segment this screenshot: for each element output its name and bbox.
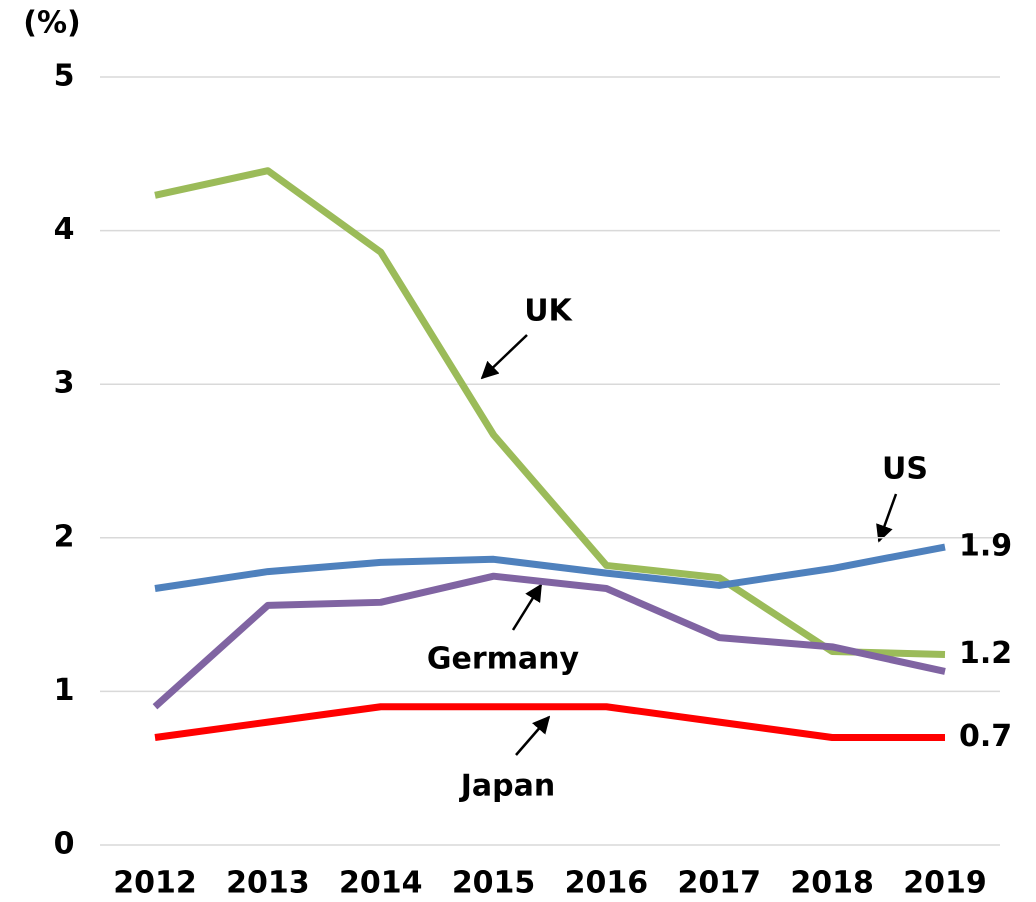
series-label: Germany: [427, 642, 580, 677]
y-tick-label: 3: [54, 366, 75, 401]
y-tick-label: 1: [54, 673, 75, 708]
arrow: [515, 715, 551, 756]
x-tick-label: 2017: [678, 866, 762, 901]
arrow: [511, 583, 543, 631]
y-tick-label: 5: [54, 59, 75, 94]
series-line: [152, 572, 946, 710]
x-tick-label: 2018: [790, 866, 874, 901]
x-tick-label: 2012: [113, 866, 197, 901]
series-label: US: [882, 452, 928, 487]
x-tick-label: 2013: [226, 866, 310, 901]
x-tick-label: 2016: [565, 866, 649, 901]
arrows: [480, 334, 898, 756]
data-label: 1.2: [959, 636, 1012, 671]
series-line: [154, 167, 946, 659]
series-label: UK: [524, 294, 573, 329]
arrow: [480, 334, 528, 380]
data-label: 0.7: [959, 719, 1012, 754]
data-label: 1.9: [959, 529, 1012, 564]
y-axis-label: (%): [23, 6, 80, 41]
series-line: [154, 703, 945, 741]
y-tick-label: 4: [54, 212, 75, 247]
series-line: [154, 543, 946, 592]
x-tick-label: 2015: [452, 866, 536, 901]
y-tick-label: 2: [54, 519, 75, 554]
arrow: [876, 493, 898, 543]
y-tick-label: 0: [54, 827, 75, 862]
series-label: Japan: [459, 769, 555, 804]
x-tick-label: 2014: [339, 866, 423, 901]
x-tick-label: 2019: [903, 866, 987, 901]
